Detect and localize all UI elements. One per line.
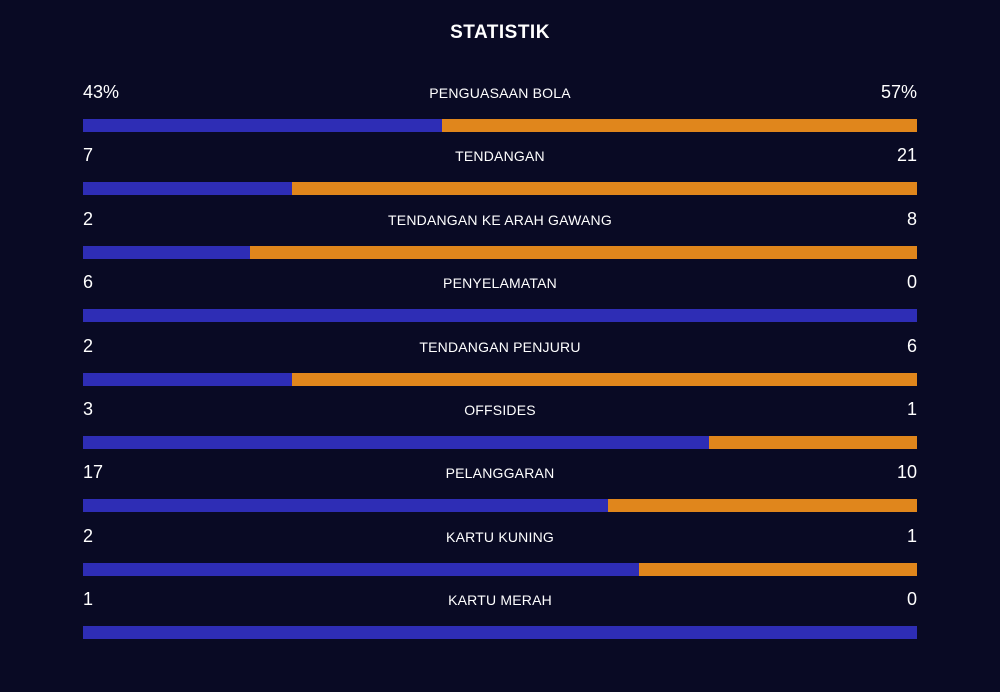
away-bar-fill bbox=[639, 562, 917, 576]
home-bar-fill bbox=[83, 435, 709, 449]
stat-row-saves: 6 PENYELAMATAN 0 bbox=[83, 268, 917, 331]
stat-label: TENDANGAN bbox=[455, 148, 545, 165]
comparison-bar bbox=[83, 372, 917, 386]
home-value: 6 bbox=[83, 272, 94, 293]
away-value: 6 bbox=[906, 335, 917, 356]
home-value: 7 bbox=[83, 145, 94, 166]
home-bar-fill bbox=[83, 309, 917, 323]
comparison-bar bbox=[83, 245, 917, 259]
home-value: 3 bbox=[83, 398, 94, 419]
home-value: 2 bbox=[83, 525, 94, 546]
comparison-bar bbox=[83, 626, 917, 640]
comparison-bar bbox=[83, 435, 917, 449]
away-value: 10 bbox=[896, 462, 917, 483]
home-bar-fill bbox=[83, 372, 292, 386]
home-bar-fill bbox=[83, 182, 292, 196]
comparison-bar bbox=[83, 119, 917, 132]
home-value: 1 bbox=[83, 589, 94, 610]
home-bar-fill bbox=[83, 499, 609, 513]
home-value: 17 bbox=[83, 462, 104, 483]
away-bar-fill bbox=[291, 372, 917, 386]
home-bar-fill bbox=[83, 562, 640, 576]
away-value: 21 bbox=[896, 145, 917, 166]
stat-label: PELANGGARAN bbox=[445, 465, 555, 482]
stat-label: PENGUASAAN BOLA bbox=[429, 85, 571, 101]
home-bar-fill bbox=[83, 626, 917, 640]
stat-row-shots: 7 TENDANGAN 21 bbox=[83, 141, 917, 204]
away-bar-fill bbox=[608, 499, 917, 513]
stat-row-corners: 2 TENDANGAN PENJURU 6 bbox=[83, 332, 917, 395]
away-value: 57% bbox=[880, 82, 917, 102]
stat-row-possession: 43% PENGUASAAN BOLA 57% bbox=[83, 78, 917, 141]
away-value: 1 bbox=[906, 398, 917, 419]
away-bar-fill bbox=[291, 182, 917, 196]
comparison-bar bbox=[83, 309, 917, 323]
stats-list: 43% PENGUASAAN BOLA 57% 7 TENDANGAN 21 2… bbox=[83, 78, 917, 649]
away-bar-fill bbox=[249, 245, 917, 259]
comparison-bar bbox=[83, 182, 917, 196]
stat-row-yellow-cards: 2 KARTU KUNING 1 bbox=[83, 522, 917, 585]
home-value: 2 bbox=[83, 335, 94, 356]
stat-label: TENDANGAN KE ARAH GAWANG bbox=[388, 211, 612, 228]
stat-label: PENYELAMATAN bbox=[443, 275, 557, 292]
away-bar-fill bbox=[441, 119, 917, 132]
stat-row-shots-on-target: 2 TENDANGAN KE ARAH GAWANG 8 bbox=[83, 205, 917, 268]
away-value: 0 bbox=[906, 589, 917, 610]
away-value: 1 bbox=[906, 525, 917, 546]
stat-row-red-cards: 1 KARTU MERAH 0 bbox=[83, 585, 917, 648]
home-value: 43% bbox=[83, 82, 120, 102]
stat-label: OFFSIDES bbox=[464, 401, 536, 418]
home-bar-fill bbox=[83, 119, 442, 132]
comparison-bar bbox=[83, 562, 917, 576]
away-bar-fill bbox=[708, 435, 917, 449]
stat-label: KARTU MERAH bbox=[448, 592, 552, 609]
home-value: 2 bbox=[83, 208, 94, 229]
home-bar-fill bbox=[83, 245, 250, 259]
stat-label: KARTU KUNING bbox=[446, 528, 554, 545]
away-value: 8 bbox=[906, 208, 917, 229]
comparison-bar bbox=[83, 499, 917, 513]
page-title: STATISTIK bbox=[450, 22, 550, 43]
away-value: 0 bbox=[906, 272, 917, 293]
stat-label: TENDANGAN PENJURU bbox=[419, 338, 581, 355]
stat-row-offsides: 3 OFFSIDES 1 bbox=[83, 395, 917, 458]
stat-row-fouls: 17 PELANGGARAN 10 bbox=[83, 458, 917, 521]
